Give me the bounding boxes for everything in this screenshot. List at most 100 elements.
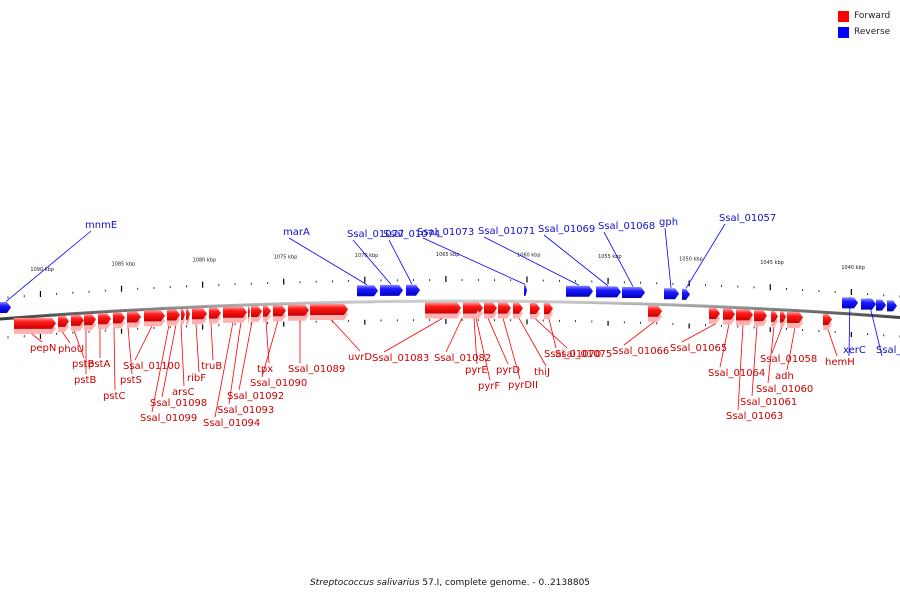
leader-line [30,333,43,343]
gene-arrow[interactable] [498,302,511,314]
gene-label: phoU [58,344,84,355]
gene-label: Ssal_01075 [555,349,612,360]
leader-line [475,317,491,381]
gene-label: pstC [103,391,125,402]
gene-arrow[interactable] [622,287,645,299]
gene-arrow[interactable] [58,315,69,327]
gene-arrow[interactable] [192,308,207,320]
genome-backbone [0,299,900,321]
gene-arrow[interactable] [513,302,523,314]
gene-arrow[interactable] [127,311,141,323]
leader-line [265,321,270,364]
gene-arrow[interactable] [530,302,540,314]
leader-line [5,230,92,302]
leader-line [664,227,672,288]
gene-arrow[interactable] [682,288,690,300]
gene-label: ribF [187,373,206,384]
gene-arrow[interactable] [288,304,309,316]
gene-label: marA [283,227,310,238]
gene-arrow[interactable] [167,309,180,321]
gene-labels: pepN phoUpstBpstBpstApstCpstSSsal_01100Ss… [30,213,900,429]
gene-arrow[interactable] [186,308,190,320]
gene-arrow[interactable] [736,309,753,321]
gene-arrow[interactable] [709,308,720,320]
gene-label: Ssal_01098 [150,398,207,409]
gene-arrow[interactable] [144,310,165,322]
leader-line [210,323,214,361]
gene-arrow[interactable] [425,302,461,314]
gene-arrow[interactable] [273,305,286,317]
reverse-swatch [838,26,849,38]
gene-arrow[interactable] [98,313,111,325]
gene-arrow[interactable] [71,314,84,326]
gene-arrow[interactable] [787,312,803,324]
gene-arrow[interactable] [84,314,96,326]
gene-label: pyrE [465,365,488,376]
gene-arrow[interactable] [223,306,247,318]
gene-arrow[interactable] [209,307,221,319]
scale-label: 1060 kbp [517,252,541,258]
gene-arrow[interactable] [566,285,593,297]
gene-label: Ssal_01092 [227,391,284,402]
gene-arrow[interactable] [251,306,262,318]
gene-label: Ssal_01082 [434,353,491,364]
leader-line [151,324,170,413]
gene-arrow[interactable] [754,310,767,322]
gene-arrow[interactable] [596,286,621,298]
legend-forward: Forward [838,9,890,23]
gene-arrow[interactable] [263,305,271,317]
gene-label: Ssal_01087 [876,345,900,356]
gene-arrow[interactable] [113,312,125,324]
leader-line [352,239,392,285]
gene-arrow[interactable] [0,302,11,314]
leader-line [195,323,200,373]
gene-label: pyrDII [508,380,538,391]
gene-arrow[interactable] [470,302,480,314]
gene-label: Ssal_01065 [670,343,727,354]
leader-line [261,320,279,378]
legend-reverse-label: Reverse [854,27,891,37]
gene-label: Ssal_01073 [417,227,474,238]
gene-arrow[interactable] [181,309,185,321]
leader-line [473,317,478,365]
leader-line [719,324,730,368]
gene-arrow[interactable] [842,297,858,309]
genome-range: 57.I, complete genome. - 0..2138805 [419,578,591,588]
gene-arrow[interactable] [664,288,679,300]
gene-arrow[interactable] [406,284,420,296]
gene-label: Ssal_01093 [217,405,274,416]
leader-line [383,317,444,353]
leader-line [543,234,609,287]
leader-line [548,318,557,349]
leader-line [681,323,717,343]
gene-arrow[interactable] [248,306,250,318]
gene-arrow[interactable] [887,300,897,312]
gene-arrow[interactable] [484,302,497,314]
gene-arrow[interactable] [524,284,527,296]
gene-arrow[interactable] [544,303,553,315]
gene-label: adh [775,371,794,382]
gene-label: pstS [120,375,142,386]
gene-arrow[interactable] [823,313,832,325]
gene-arrow[interactable] [771,310,778,322]
gene-label: xerC [843,345,866,356]
gene-arrow[interactable] [380,284,403,296]
gene-label: Ssal_01071 [478,226,535,237]
leader-line [127,326,133,375]
gene-arrow[interactable] [357,285,378,297]
gene-arrow[interactable] [14,317,56,329]
leader-line [767,326,775,384]
gene-arrow[interactable] [648,305,662,317]
leader-line [422,237,526,285]
leader-line [483,236,580,286]
gene-arrow[interactable] [780,311,786,323]
leader-line [751,325,758,397]
scale-label: 1080 kbp [193,258,217,264]
legend-reverse: Reverse [838,25,890,39]
gene-arrow[interactable] [723,308,735,320]
scale-label: 1040 kbp [841,265,865,271]
leader-line [685,223,726,289]
gene-arrow[interactable] [876,299,886,311]
gene-arrow[interactable] [861,298,876,310]
gene-arrow[interactable] [310,303,348,315]
